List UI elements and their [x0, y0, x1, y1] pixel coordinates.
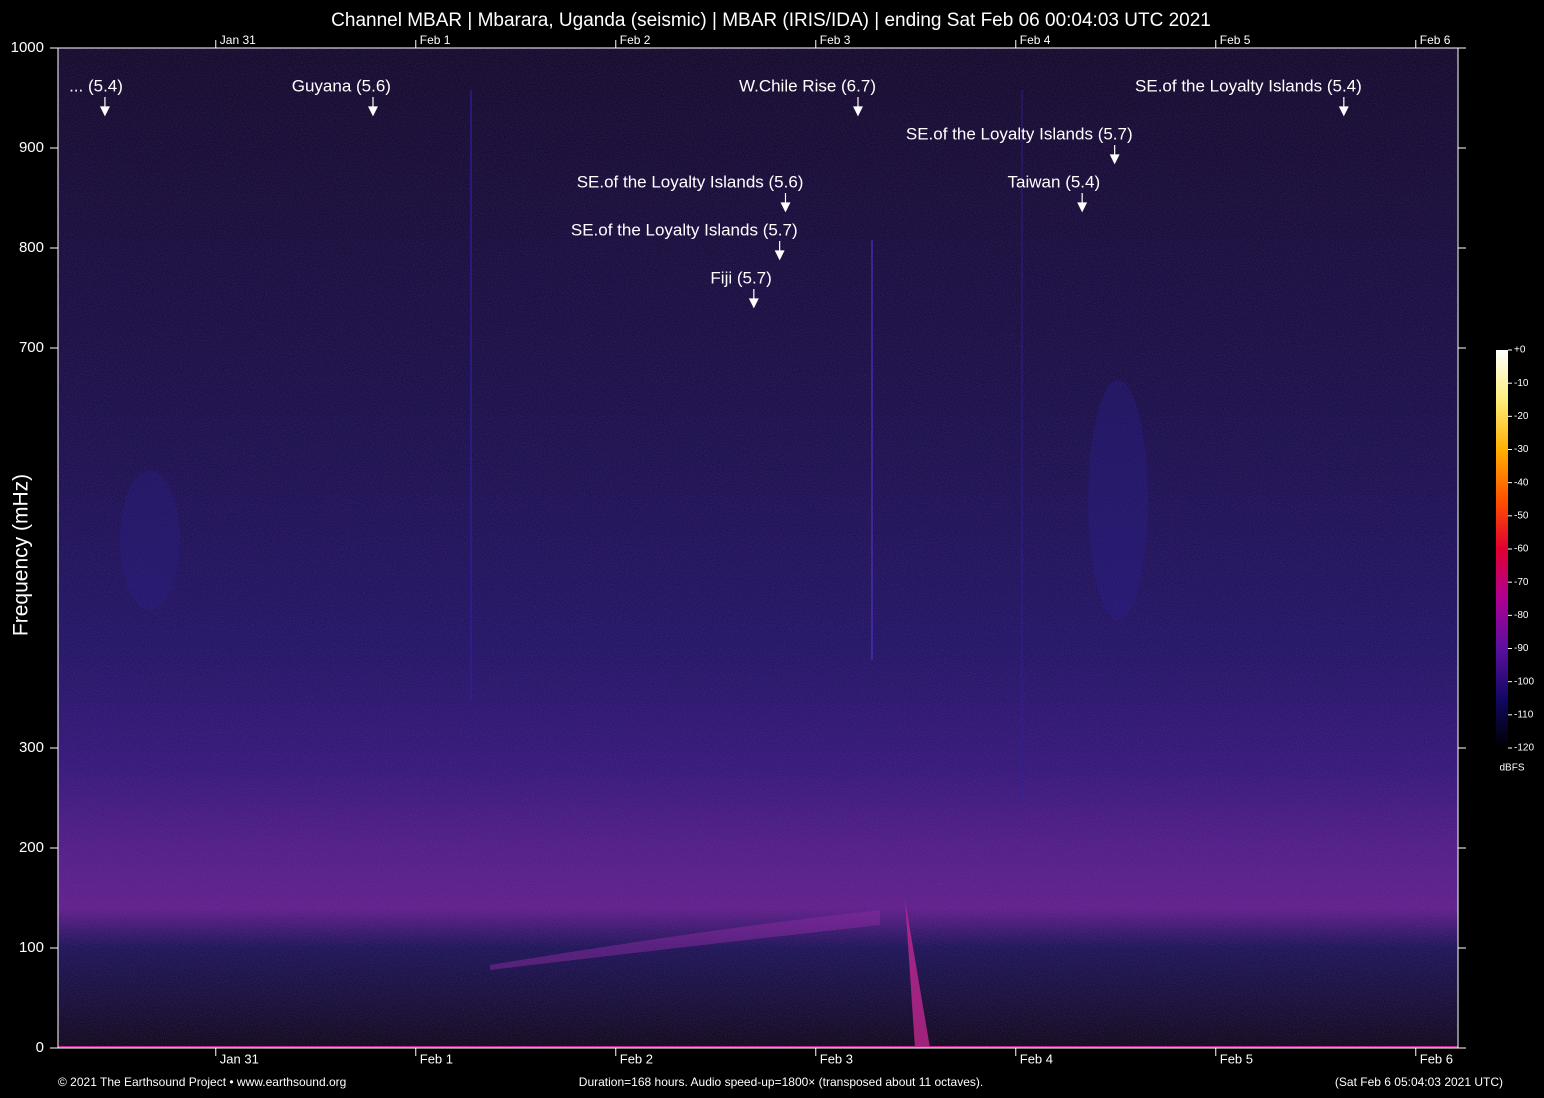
- footer-center: Duration=168 hours. Audio speed-up=1800×…: [579, 1075, 983, 1089]
- annotation: SE.of the Loyalty Islands (5.7): [571, 220, 798, 239]
- annotation: W.Chile Rise (6.7): [739, 76, 876, 95]
- y-axis-label: Frequency (mHz): [10, 474, 33, 636]
- x-tick-label: Feb 6: [1420, 1051, 1453, 1066]
- x-tick-label: Feb 4: [1020, 1051, 1053, 1066]
- event-arrow: [780, 193, 791, 213]
- x-tick-label: Jan 31: [220, 1051, 259, 1066]
- x-tick-label: Feb 2: [620, 1051, 653, 1066]
- footer-left: © 2021 The Earthsound Project • www.eart…: [58, 1075, 346, 1089]
- annotation: Guyana (5.6): [292, 76, 391, 95]
- y-tick-label: 1000: [11, 39, 44, 56]
- colorbar-tick-label: -90: [1514, 643, 1529, 654]
- y-tick-label: 300: [19, 739, 44, 756]
- colorbar-tick-label: -110: [1514, 709, 1534, 720]
- event-arrow: [1109, 145, 1120, 165]
- event-arrow: [774, 241, 785, 261]
- x-tick-label: Feb 1: [420, 1051, 453, 1066]
- chart-title: Channel MBAR | Mbarara, Uganda (seismic)…: [331, 10, 1211, 31]
- event-arrow: [1077, 193, 1088, 213]
- footer-right: (Sat Feb 6 05:04:03 2021 UTC): [1335, 1075, 1503, 1089]
- colorbar-tick-label: -20: [1514, 411, 1529, 422]
- colorbar-tick-label: +0: [1514, 345, 1526, 356]
- x-tick-label-top: Feb 4: [1020, 33, 1051, 47]
- colorbar-tick-label: -40: [1514, 477, 1529, 488]
- annotation: SE.of the Loyalty Islands (5.4): [1135, 76, 1362, 95]
- spectrogram: [58, 48, 1458, 1048]
- event-arrow: [853, 97, 863, 117]
- x-tick-label-top: Feb 5: [1220, 33, 1251, 47]
- x-tick-label: Feb 5: [1220, 1051, 1253, 1066]
- annotation: Fiji (5.7): [710, 268, 771, 287]
- annotation: SE.of the Loyalty Islands (5.6): [577, 172, 804, 191]
- x-tick-label-top: Feb 2: [620, 33, 651, 47]
- colorbar-tick-label: -50: [1514, 510, 1529, 521]
- event-arrow: [99, 97, 110, 117]
- annotation: ... (5.4): [69, 76, 123, 95]
- y-tick-label: 100: [19, 939, 44, 956]
- plot-frame: [57, 47, 1459, 1049]
- colorbar-tick-label: -10: [1514, 378, 1529, 389]
- event-arrow: [748, 289, 759, 309]
- annotation: SE.of the Loyalty Islands (5.7): [906, 124, 1133, 143]
- x-tick-label-top: Feb 1: [420, 33, 451, 47]
- y-tick-label: 800: [19, 239, 44, 256]
- colorbar-tick-label: -60: [1514, 544, 1529, 555]
- axes: Channel MBAR | Mbarara, Uganda (seismic)…: [10, 10, 1525, 1089]
- y-tick-label: 200: [19, 839, 44, 856]
- colorbar-tick-label: -80: [1514, 610, 1529, 621]
- x-tick-label-top: Jan 31: [220, 33, 256, 47]
- colorbar-tick-label: -100: [1514, 676, 1534, 687]
- event-arrow: [1338, 97, 1349, 117]
- annotation: Taiwan (5.4): [1008, 172, 1101, 191]
- event-arrow: [368, 97, 378, 117]
- y-tick-label: 900: [19, 139, 44, 156]
- colorbar: [1496, 350, 1508, 748]
- y-tick-label: 0: [36, 1039, 44, 1056]
- colorbar-label: dBFS: [1499, 763, 1524, 774]
- x-tick-label-top: Feb 3: [820, 33, 851, 47]
- y-tick-label: 700: [19, 339, 44, 356]
- colorbar-tick-label: -70: [1514, 577, 1529, 588]
- colorbar-tick-label: -30: [1514, 444, 1529, 455]
- x-tick-label-top: Feb 6: [1420, 33, 1451, 47]
- x-tick-label: Feb 3: [820, 1051, 853, 1066]
- colorbar-tick-label: -120: [1514, 743, 1534, 754]
